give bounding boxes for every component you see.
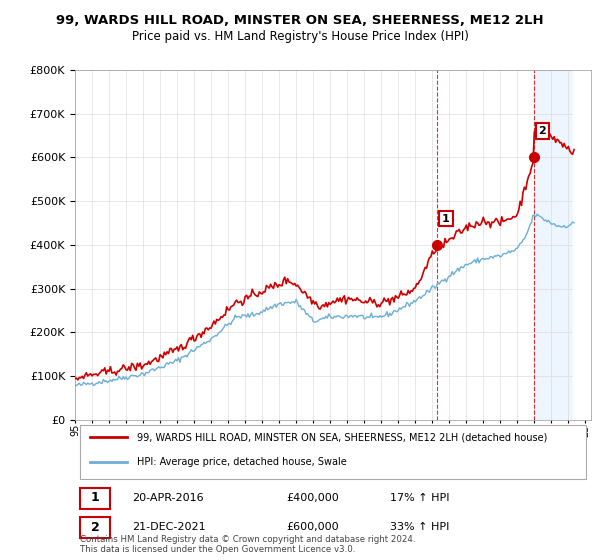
Text: £600,000: £600,000 [287, 522, 339, 533]
Text: 2: 2 [538, 126, 546, 136]
Text: 21-DEC-2021: 21-DEC-2021 [132, 522, 205, 533]
Text: Contains HM Land Registry data © Crown copyright and database right 2024.
This d: Contains HM Land Registry data © Crown c… [80, 535, 416, 554]
Text: 20-APR-2016: 20-APR-2016 [132, 493, 203, 503]
Text: Price paid vs. HM Land Registry's House Price Index (HPI): Price paid vs. HM Land Registry's House … [131, 30, 469, 43]
Bar [535, 70, 591, 420]
Bar [572, 70, 591, 420]
Text: 2: 2 [91, 521, 100, 534]
Text: 1: 1 [442, 214, 450, 223]
Text: 99, WARDS HILL ROAD, MINSTER ON SEA, SHEERNESS, ME12 2LH: 99, WARDS HILL ROAD, MINSTER ON SEA, SHE… [56, 14, 544, 27]
Text: 17% ↑ HPI: 17% ↑ HPI [390, 493, 449, 503]
Text: £400,000: £400,000 [287, 493, 340, 503]
FancyBboxPatch shape [80, 425, 586, 479]
Text: 99, WARDS HILL ROAD, MINSTER ON SEA, SHEERNESS, ME12 2LH (detached house): 99, WARDS HILL ROAD, MINSTER ON SEA, SHE… [137, 432, 547, 442]
Text: 1: 1 [91, 491, 100, 505]
FancyBboxPatch shape [80, 517, 110, 538]
FancyBboxPatch shape [80, 488, 110, 508]
Text: 33% ↑ HPI: 33% ↑ HPI [390, 522, 449, 533]
Text: HPI: Average price, detached house, Swale: HPI: Average price, detached house, Swal… [137, 456, 347, 466]
